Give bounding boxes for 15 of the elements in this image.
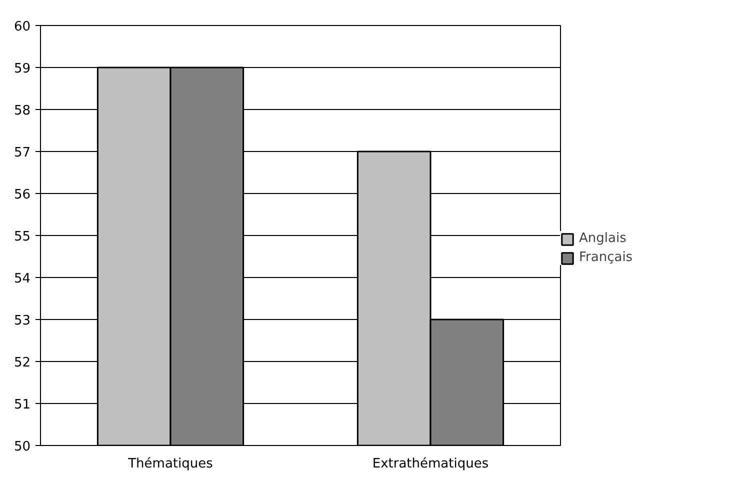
x-tick-label: Thématiques <box>127 456 214 472</box>
y-tick-label: 55 <box>14 230 31 244</box>
y-tick-label: 53 <box>14 314 31 328</box>
y-tick-label: 54 <box>14 272 31 286</box>
y-tick-label: 58 <box>14 104 31 118</box>
y-tick-label: 50 <box>14 440 31 454</box>
legend-label: Français <box>579 250 633 265</box>
y-tick-label: 60 <box>14 20 31 34</box>
legend-label: Anglais <box>579 231 626 246</box>
y-tick-label: 56 <box>14 188 31 202</box>
y-tick-label: 51 <box>14 398 31 412</box>
x-tick-label: Extrathématiques <box>372 456 489 472</box>
y-tick-label: 57 <box>14 146 31 160</box>
y-tick-label: 52 <box>14 356 31 370</box>
y-tick-label: 59 <box>14 62 31 76</box>
